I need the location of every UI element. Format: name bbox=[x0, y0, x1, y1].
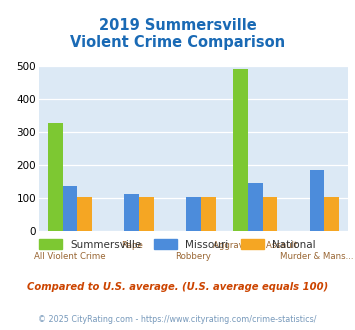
Bar bbox=[124, 194, 139, 231]
Bar bbox=[139, 197, 154, 231]
Bar bbox=[48, 123, 62, 231]
Text: Robbery: Robbery bbox=[175, 252, 212, 261]
Bar bbox=[248, 183, 263, 231]
Bar bbox=[263, 197, 278, 231]
Bar bbox=[62, 186, 77, 231]
Text: © 2025 CityRating.com - https://www.cityrating.com/crime-statistics/: © 2025 CityRating.com - https://www.city… bbox=[38, 315, 317, 324]
Bar bbox=[324, 197, 339, 231]
Bar bbox=[186, 197, 201, 231]
Text: All Violent Crime: All Violent Crime bbox=[34, 252, 106, 261]
Text: Aggravated Assault: Aggravated Assault bbox=[213, 241, 297, 250]
Bar bbox=[201, 197, 216, 231]
Text: Rape: Rape bbox=[121, 241, 143, 250]
Bar bbox=[310, 170, 324, 231]
Text: 2019 Summersville: 2019 Summersville bbox=[99, 18, 256, 33]
Bar bbox=[77, 197, 92, 231]
Text: Violent Crime Comparison: Violent Crime Comparison bbox=[70, 35, 285, 50]
Legend: Summersville, Missouri, National: Summersville, Missouri, National bbox=[35, 235, 320, 254]
Bar bbox=[233, 69, 248, 231]
Text: Compared to U.S. average. (U.S. average equals 100): Compared to U.S. average. (U.S. average … bbox=[27, 282, 328, 292]
Text: Murder & Mans...: Murder & Mans... bbox=[280, 252, 354, 261]
